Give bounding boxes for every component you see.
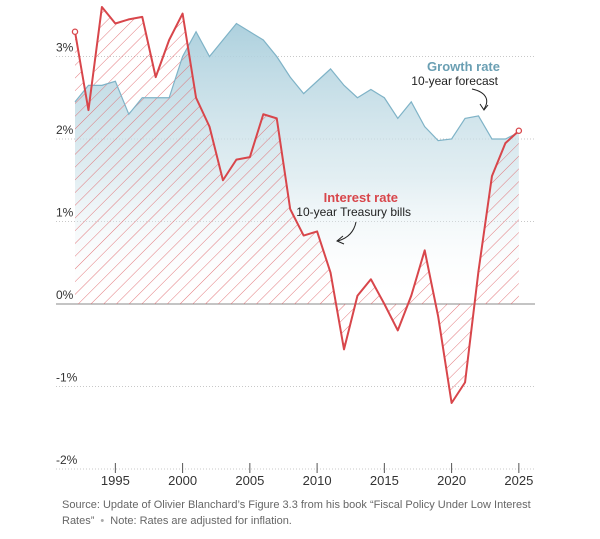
growth-rate-point [303,93,305,95]
interest-rate-arrowhead [336,235,345,245]
y-tick-label: 1% [56,206,74,220]
growth-rate-point [370,89,372,91]
interest-rate-point [88,109,90,111]
growth-rate-point [384,97,386,99]
interest-rate-point [343,349,345,351]
interest-rate-point [222,179,224,181]
interest-rate-point [168,39,170,41]
interest-rate-point [397,330,399,332]
interest-rate-point [182,13,184,15]
growth-rate-point [195,31,197,33]
interest-rate-point [155,76,157,78]
interest-rate-point [209,126,211,128]
interest-rate-point [515,127,523,134]
annotations: Growth rate 10-year forecast Interest ra… [296,59,500,245]
x-tick-label: 2010 [303,473,332,488]
growth-rate-point [424,126,426,128]
growth-rate-point [141,97,143,99]
interest-rate-point [263,113,265,115]
growth-rate-point [316,80,318,82]
interest-rate-point [71,28,79,35]
interest-rate-point [115,23,117,25]
interest-rate-point [330,272,332,274]
growth-rate-point [330,68,332,70]
growth-rate-point [128,113,130,115]
interest-rate-point [195,97,197,99]
interest-rate-point [276,118,278,120]
x-tick-label: 1995 [101,473,130,488]
interest-rate-point [424,250,426,252]
growth-rate-arrowhead [479,103,489,111]
growth-rate-point [101,85,103,87]
growth-rate-point [397,118,399,120]
series-layer [71,6,523,404]
growth-rate-point [222,39,224,41]
growth-rate-point [236,23,238,25]
growth-rate-point [276,56,278,58]
growth-rate-point [437,140,439,142]
growth-rate-point [343,85,345,87]
growth-rate-arrow [471,88,488,110]
growth-rate-point [478,115,480,117]
interest-rate-label: Interest rate [324,190,398,205]
growth-rate-point [357,97,359,99]
growth-rate-point [451,138,453,140]
growth-rate-point [88,85,90,87]
interest-rate-point [357,295,359,297]
y-tick-label: 2% [56,123,74,137]
growth-rate-point [74,101,76,103]
interest-rate-point [437,316,439,318]
growth-rate-point [464,118,466,120]
interest-rate-point [316,231,318,233]
growth-rate-point [491,138,493,140]
separator-dot: • [100,515,105,527]
x-tick-label: 2005 [235,473,264,488]
growth-rate-line [74,22,520,142]
growth-rate-point [209,56,211,58]
growth-rate-point [289,76,291,78]
growth-rate-point [263,39,265,41]
y-tick-label: 0% [56,288,74,302]
x-axis: 1995 2000 2005 2010 2015 2020 2025 [101,463,533,488]
y-tick-label: -2% [56,453,78,467]
x-tick-label: 2000 [168,473,197,488]
x-tick-label: 2015 [370,473,399,488]
y-tick-label: 3% [56,41,74,55]
interest-rate-point [249,156,251,158]
growth-rate-point [410,101,412,103]
interest-rate-point [141,16,143,18]
growth-rate-point [168,97,170,99]
y-axis: -2% -1% 0% 1% 2% 3% [56,41,78,468]
growth-rate-point [505,138,507,140]
x-tick-label: 2025 [504,473,533,488]
growth-rate-sublabel: 10-year forecast [411,74,498,88]
interest-rate-line [74,6,520,404]
interest-rate-point [491,175,493,177]
interest-rate-point [303,235,305,237]
interest-rate-point [289,208,291,210]
interest-rate-point [505,142,507,144]
source-note: Source: Update of Olivier Blanchard’s Fi… [62,499,531,527]
chart-footer: Source: Update of Olivier Blanchard’s Fi… [62,497,582,529]
growth-rate-label: Growth rate [427,59,500,74]
inflation-note: Note: Rates are adjusted for inflation. [110,515,292,527]
interest-rate-point [451,402,453,404]
x-tick-label: 2020 [437,473,466,488]
growth-rate-point [182,56,184,58]
interest-rate-point [410,295,412,297]
y-tick-label: -1% [56,371,78,385]
growth-rate-point [155,97,157,99]
growth-rate-point [249,31,251,33]
interest-rate-point [478,270,480,272]
interest-rate-arrow [337,221,357,242]
interest-rate-point [464,382,466,384]
interest-rate-point [384,303,386,305]
interest-rate-sublabel: 10-year Treasury bills [296,205,411,219]
interest-rate-point [236,159,238,161]
interest-rate-point [128,19,130,21]
interest-rate-point [101,6,103,8]
interest-rate-point [370,278,372,280]
growth-rate-point [115,80,117,82]
